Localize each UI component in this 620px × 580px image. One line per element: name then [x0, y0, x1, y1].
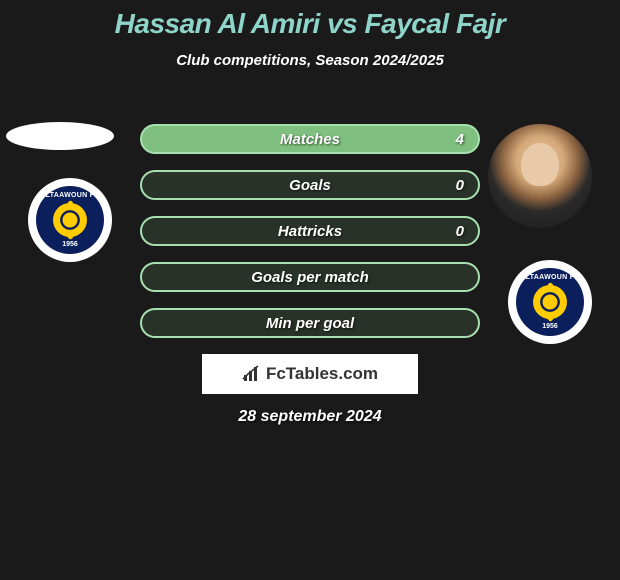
watermark-text: FcTables.com [266, 364, 378, 384]
club-badge-top-text: ALTAAWOUN FC [40, 192, 99, 199]
club-badge-inner: ALTAAWOUN FC 1956 [516, 268, 585, 337]
page-subtitle: Club competitions, Season 2024/2025 [0, 52, 620, 69]
watermark: FcTables.com [202, 354, 418, 394]
club-badge-year: 1956 [542, 323, 558, 330]
stat-rows-container: Matches 4 Goals 0 Hattricks 0 Goals per match M… [140, 124, 480, 354]
stat-right-value: 0 [456, 223, 464, 240]
player-right-club-badge: ALTAAWOUN FC 1956 [508, 260, 592, 344]
page-title: Hassan Al Amiri vs Faycal Fajr [0, 0, 620, 40]
stat-row: Goals 0 [140, 170, 480, 200]
player-right-photo [488, 124, 592, 228]
stat-label: Goals [289, 177, 331, 194]
club-badge-year: 1956 [62, 241, 78, 248]
stat-label: Matches [280, 131, 340, 148]
club-badge-ball-icon [533, 285, 567, 319]
stat-row: Goals per match [140, 262, 480, 292]
club-badge-top-text: ALTAAWOUN FC [520, 274, 579, 281]
player-left-placeholder [6, 122, 114, 150]
club-badge-inner: ALTAAWOUN FC 1956 [36, 186, 105, 255]
stat-row: Matches 4 [140, 124, 480, 154]
stat-label: Goals per match [251, 269, 369, 286]
stat-row: Min per goal [140, 308, 480, 338]
stat-right-value: 0 [456, 177, 464, 194]
player-left-club-badge: ALTAAWOUN FC 1956 [28, 178, 112, 262]
club-badge-ball-icon [53, 203, 87, 237]
chart-bars-icon [242, 365, 262, 383]
date-text: 28 september 2024 [0, 408, 620, 426]
stat-row: Hattricks 0 [140, 216, 480, 246]
stat-right-value: 4 [456, 131, 464, 148]
stat-label: Hattricks [278, 223, 342, 240]
stat-label: Min per goal [266, 315, 354, 332]
